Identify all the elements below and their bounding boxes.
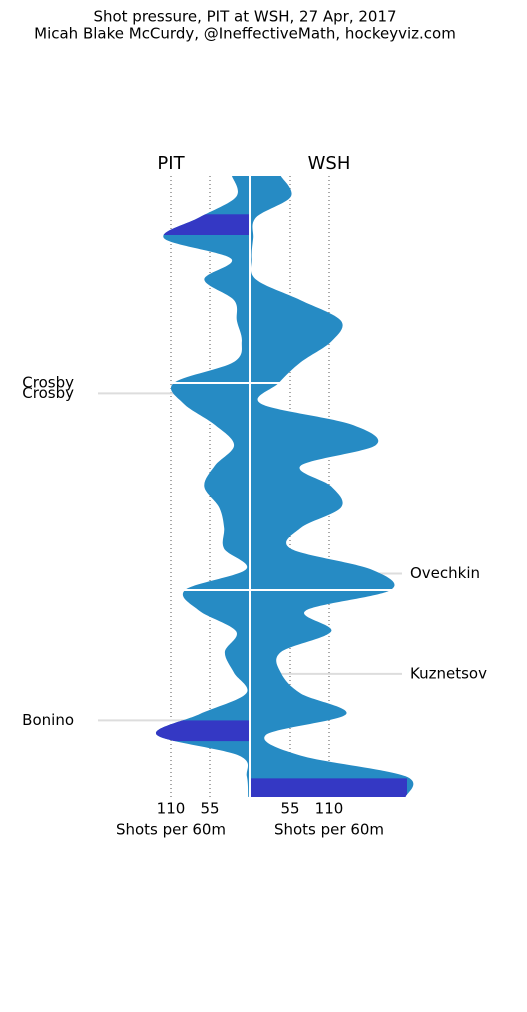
- annotation-label: Kuznetsov: [410, 664, 487, 682]
- x-tick-label: 55: [200, 800, 219, 818]
- annotation-label: Bonino: [22, 711, 74, 729]
- team-label: WSH: [308, 153, 351, 174]
- chart-title: Shot pressure, PIT at WSH, 27 Apr, 2017: [93, 8, 396, 26]
- x-tick-label: 55: [280, 800, 299, 818]
- team-label: PIT: [157, 153, 185, 174]
- chart-subtitle: Micah Blake McCurdy, @IneffectiveMath, h…: [34, 25, 456, 43]
- power-play: [155, 720, 249, 742]
- x-tick-label: 110: [157, 800, 186, 818]
- x-axis-label: Shots per 60m: [274, 821, 384, 839]
- x-axis-label: Shots per 60m: [116, 821, 226, 839]
- pressure-area: [155, 176, 249, 797]
- power-play: [251, 778, 407, 797]
- pressure-area: [250, 176, 414, 797]
- annotation-label: Crosby: [22, 384, 74, 402]
- annotation-label: Crosby: [22, 374, 74, 392]
- annotation-label: Ovechkin: [410, 564, 480, 582]
- x-tick-label: 110: [315, 800, 344, 818]
